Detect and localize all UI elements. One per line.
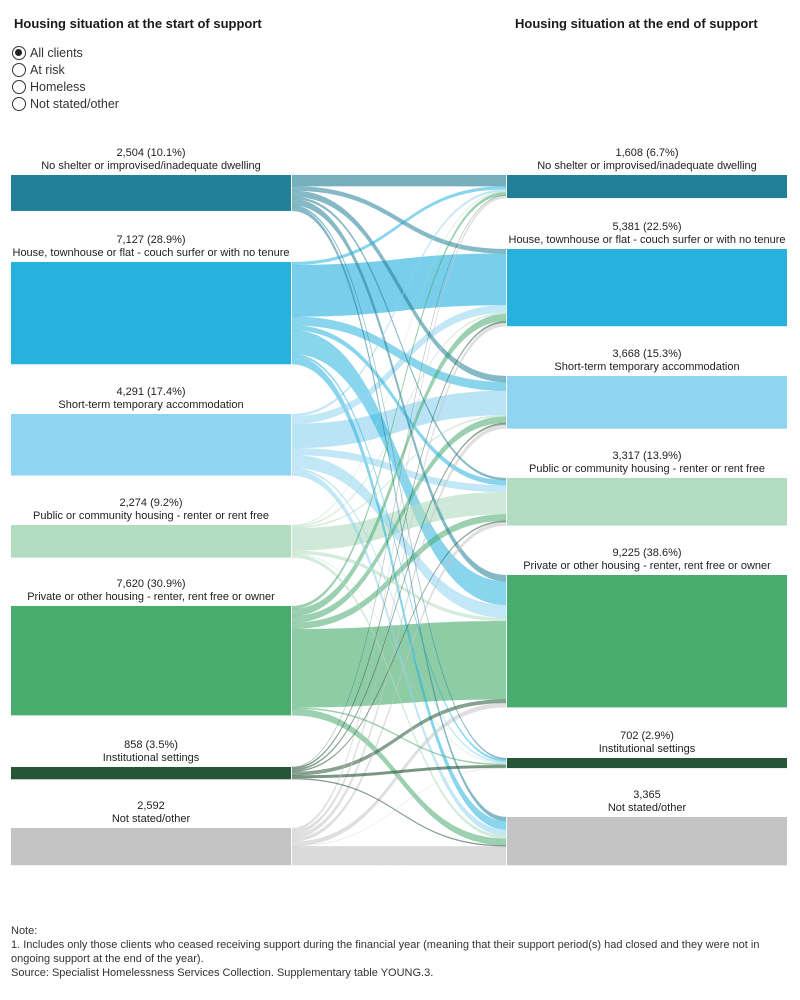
sankey-flow[interactable] [291,316,507,391]
sankey-flow[interactable] [291,190,507,383]
filter-option-not-stated[interactable]: Not stated/other [12,95,119,112]
start-node-label: Private or other housing - renter, rent … [27,591,275,603]
end-node-value: 3,317 (13.9%) [612,450,681,462]
sankey-flow[interactable] [291,320,507,770]
sankey-flow[interactable] [291,620,507,708]
start-node-bar[interactable] [11,414,291,476]
end-node-value: 5,381 (22.5%) [612,221,681,233]
start-nodes: 2,504 (10.1%)No shelter or improvised/in… [11,147,291,866]
end-node-label: Not stated/other [608,802,687,814]
end-node-value: 1,608 (6.7%) [616,147,679,159]
start-node-value: 2,592 [137,800,165,812]
sankey-flow[interactable] [291,322,507,835]
client-filter: All clients At risk Homeless Not stated/… [12,44,119,112]
sankey-flow[interactable] [291,174,507,187]
radio-icon[interactable] [12,96,26,111]
end-node-label: Short-term temporary accommodation [554,361,739,373]
sankey-flow[interactable] [291,185,507,254]
sankey-flow[interactable] [291,205,507,760]
start-node-bar[interactable] [11,262,291,365]
start-node-label: House, townhouse or flat - couch surfer … [13,247,290,259]
sankey-flow[interactable] [291,424,507,839]
end-node-bar[interactable] [507,478,787,526]
end-node-bar[interactable] [507,175,787,199]
sankey-flow[interactable] [291,707,507,766]
start-node-value: 7,620 (30.9%) [116,578,185,590]
sankey-flow[interactable] [291,312,507,528]
sankey-flow[interactable] [291,550,507,622]
sankey-flow[interactable] [291,194,507,768]
sankey-flow[interactable] [291,422,507,771]
sankey-flow[interactable] [291,554,507,839]
filter-option-label: All clients [30,45,83,60]
filter-option-at-risk[interactable]: At risk [12,61,119,78]
start-node-label: Public or community housing - renter or … [33,510,269,522]
start-node-bar[interactable] [11,525,291,558]
start-node-label: No shelter or improvised/inadequate dwel… [41,160,261,172]
sankey-flow[interactable] [291,846,507,866]
end-node-value: 3,668 (15.3%) [612,348,681,360]
end-node-label: Private or other housing - renter, rent … [523,560,771,572]
end-node-value: 702 (2.9%) [620,730,674,742]
sankey-flow[interactable] [291,767,507,847]
sankey-flow[interactable] [291,520,507,773]
start-node-bar[interactable] [11,767,291,780]
filter-option-label: Homeless [30,79,86,94]
end-node-value: 3,365 [633,789,661,801]
note-text: 1. Includes only those clients who cease… [11,939,760,965]
start-node-bar[interactable] [11,828,291,866]
end-node-bar[interactable] [507,249,787,327]
source-text: Source: Specialist Homelessness Services… [11,967,434,979]
radio-selected-icon[interactable] [12,45,26,60]
start-heading: Housing situation at the start of suppor… [14,16,262,31]
radio-icon[interactable] [12,62,26,77]
end-nodes: 1,608 (6.7%)No shelter or improvised/ina… [507,147,787,866]
start-node-value: 7,127 (28.9%) [116,234,185,246]
sankey-flow[interactable] [291,414,507,529]
start-node-value: 2,504 (10.1%) [116,147,185,159]
end-node-label: Public or community housing - renter or … [529,463,765,475]
sankey-flow[interactable] [291,777,507,847]
filter-option-homeless[interactable]: Homeless [12,78,119,95]
end-node-bar[interactable] [507,575,787,708]
end-node-label: House, townhouse or flat - couch surfer … [509,234,786,246]
sankey-flow[interactable] [291,553,507,765]
sankey-flow[interactable] [291,195,507,831]
start-node-value: 4,291 (17.4%) [116,386,185,398]
filter-option-label: At risk [30,62,65,77]
sankey-flow[interactable] [291,699,507,776]
sankey-flow[interactable] [291,764,507,779]
sankey-flow[interactable] [291,521,507,842]
sankey-flow[interactable] [291,702,507,847]
sankey-flow[interactable] [291,447,507,493]
note-title: Note: [11,925,38,937]
end-node-bar[interactable] [507,376,787,429]
start-node-value: 858 (3.5%) [124,739,178,751]
sankey-flow[interactable] [291,191,507,526]
end-node-value: 9,225 (38.6%) [612,547,681,559]
start-node-label: Short-term temporary accommodation [58,399,243,411]
flows [291,174,507,866]
sankey-flow[interactable] [291,196,507,481]
filter-option-all-clients[interactable]: All clients [12,44,119,61]
start-node-bar[interactable] [11,606,291,716]
end-node-bar[interactable] [507,758,787,769]
end-heading: Housing situation at the end of support [515,16,758,31]
radio-icon[interactable] [12,79,26,94]
filter-option-label: Not stated/other [30,96,119,111]
note-block: Note: 1. Includes only those clients who… [11,924,791,980]
start-node-label: Not stated/other [112,813,191,825]
end-node-label: Institutional settings [599,743,696,755]
end-node-label: No shelter or improvised/inadequate dwel… [537,160,757,172]
start-node-bar[interactable] [11,175,291,211]
sankey-flow[interactable] [291,708,507,846]
start-node-label: Institutional settings [103,752,200,764]
end-node-bar[interactable] [507,817,787,866]
sankey-flow[interactable] [291,198,507,582]
start-node-value: 2,274 (9.2%) [120,497,183,509]
